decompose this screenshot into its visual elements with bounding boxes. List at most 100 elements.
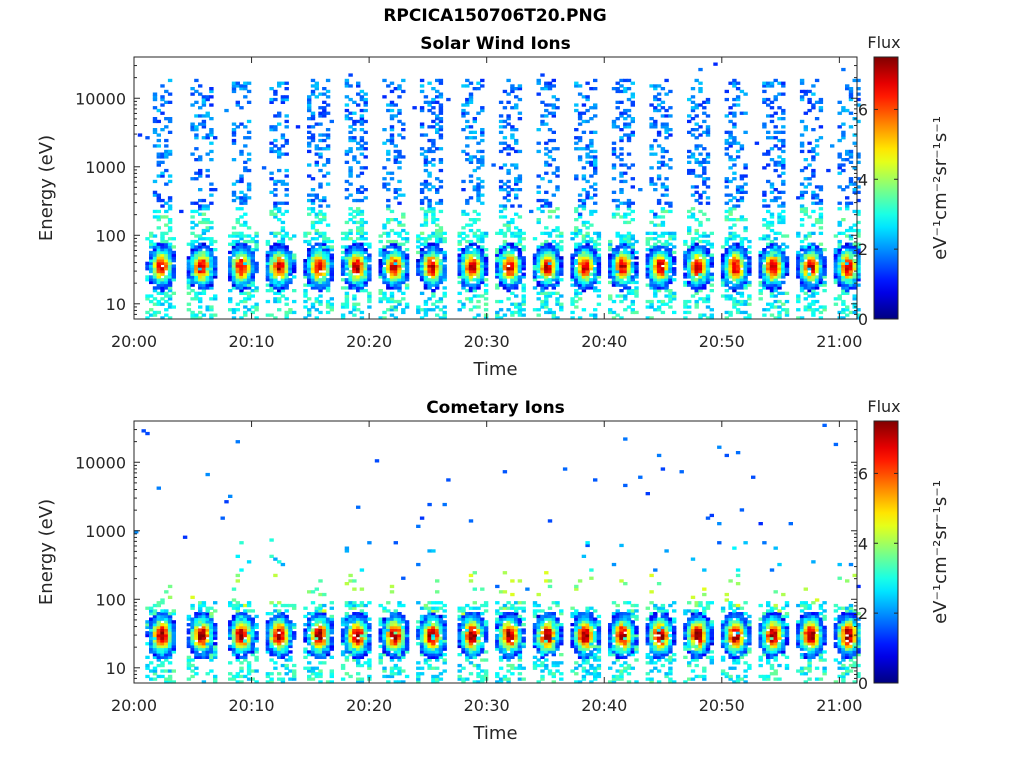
heatmap-cell <box>404 248 410 252</box>
heatmap-cell <box>348 310 353 315</box>
heatmap-cell <box>194 264 199 268</box>
heatmap-cell <box>310 117 316 121</box>
heatmap-cell <box>382 275 387 279</box>
heatmap-cell <box>213 136 218 140</box>
heatmap-cell <box>359 95 365 99</box>
heatmap-cell <box>250 261 255 265</box>
heatmap-cell <box>367 245 372 249</box>
heatmap-cell <box>314 163 319 167</box>
heatmap-cell <box>517 97 523 102</box>
heatmap-cell <box>356 174 361 178</box>
heatmap-cell <box>656 166 662 170</box>
heatmap-cell <box>171 259 176 263</box>
heatmap-cell <box>152 259 158 263</box>
heatmap-cell <box>544 272 549 276</box>
heatmap-cell <box>239 234 244 238</box>
heatmap-cell <box>156 253 161 257</box>
heatmap-cell <box>149 617 154 621</box>
heatmap-cell <box>732 136 737 140</box>
heatmap-cell <box>593 155 598 159</box>
heatmap-cell <box>156 163 161 167</box>
heatmap-cell <box>280 182 286 186</box>
heatmap-cell <box>668 242 673 246</box>
heatmap-cell <box>468 283 474 287</box>
heatmap-cell <box>295 125 301 129</box>
heatmap-cell <box>329 253 334 257</box>
heatmap-cell <box>514 294 519 298</box>
heatmap-cell <box>743 111 748 115</box>
heatmap-cell <box>480 193 485 197</box>
heatmap-cell <box>344 294 350 298</box>
heatmap-cell <box>363 289 368 293</box>
heatmap-cell <box>224 108 229 113</box>
heatmap-cell <box>536 190 541 194</box>
heatmap-cell <box>277 179 282 184</box>
heatmap-cell <box>619 234 624 238</box>
heatmap-cell <box>521 289 526 293</box>
heatmap-cell <box>532 256 538 260</box>
heatmap-cell <box>401 264 406 268</box>
heatmap-cell <box>551 245 556 249</box>
heatmap-cell <box>442 294 447 298</box>
heatmap-cell <box>577 117 583 121</box>
heatmap-cell <box>171 253 176 257</box>
heatmap-cell <box>465 261 470 265</box>
heatmap-cell <box>468 256 474 260</box>
heatmap-cell <box>265 267 271 271</box>
heatmap-cell <box>668 114 673 118</box>
heatmap-cell <box>228 275 233 279</box>
heatmap-cell <box>570 275 575 279</box>
heatmap-cell <box>393 248 398 252</box>
heatmap-cell <box>419 223 425 227</box>
heatmap-cell <box>194 78 199 83</box>
heatmap-cell <box>310 302 316 306</box>
heatmap-cell <box>555 97 560 102</box>
heatmap-cell <box>310 280 316 285</box>
heatmap-cell <box>735 291 741 295</box>
heatmap-cell <box>149 245 154 249</box>
heatmap-cell <box>653 231 658 235</box>
heatmap-cell <box>359 259 365 263</box>
heatmap-cell <box>472 218 477 222</box>
heatmap-cell <box>803 291 808 295</box>
heatmap-cell <box>517 248 523 252</box>
heatmap-cell <box>532 286 538 290</box>
heatmap-cell <box>190 261 195 265</box>
heatmap-cell <box>303 264 308 268</box>
heatmap-cell <box>807 294 812 298</box>
heatmap-cell <box>194 313 199 317</box>
heatmap-cell <box>623 179 628 184</box>
heatmap-cell <box>190 201 195 205</box>
heatmap-cell <box>284 138 289 143</box>
heatmap-cell <box>310 253 316 257</box>
heatmap-cell <box>145 655 150 659</box>
heatmap-cell <box>555 267 560 271</box>
heatmap-cell <box>814 152 820 156</box>
heatmap-cell <box>799 223 805 227</box>
heatmap-cell <box>784 299 790 304</box>
heatmap-cell <box>348 261 353 265</box>
heatmap-cell <box>517 242 523 246</box>
heatmap-cell <box>340 261 346 265</box>
heatmap-cell <box>325 89 331 94</box>
heatmap-cell <box>438 119 444 124</box>
heatmap-cell <box>164 155 169 159</box>
heatmap-cell <box>724 201 729 205</box>
heatmap-cell <box>389 245 395 249</box>
heatmap-cell <box>167 119 173 124</box>
heatmap-cell <box>149 234 154 238</box>
heatmap-cell <box>160 103 165 107</box>
heatmap-cell <box>427 237 432 241</box>
heatmap-cell <box>536 141 541 145</box>
heatmap-cell <box>521 297 526 301</box>
heatmap-cell <box>393 87 398 91</box>
heatmap-cell <box>284 182 289 186</box>
heatmap-cell <box>442 231 447 235</box>
heatmap-cell <box>167 78 173 83</box>
heatmap-cell <box>705 97 711 102</box>
heatmap-cell <box>205 272 210 276</box>
heatmap-cell <box>581 103 587 107</box>
heatmap-cell <box>517 313 523 317</box>
heatmap-cell <box>269 141 274 145</box>
heatmap-cell <box>536 185 541 189</box>
